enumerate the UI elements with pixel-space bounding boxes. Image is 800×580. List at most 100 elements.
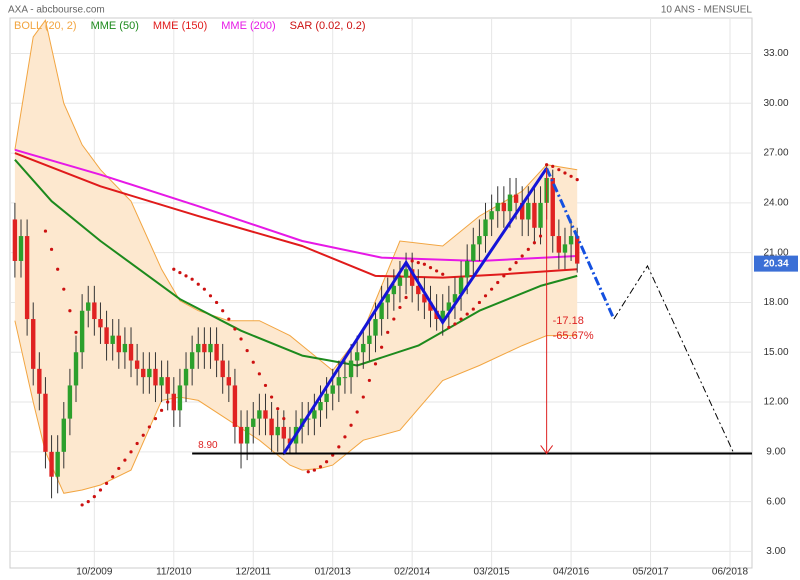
x-tick-label: 01/2013 [315, 567, 352, 578]
sar-dot [251, 360, 255, 364]
x-tick-label: 02/2014 [394, 567, 431, 578]
sar-dot [428, 265, 433, 270]
candle-body [43, 393, 48, 452]
mme-line [14, 159, 578, 367]
y-tick-label: 18.00 [763, 297, 788, 308]
sar-dot [520, 254, 524, 258]
sar-dot [80, 503, 84, 507]
sar-dot [380, 345, 384, 349]
bollinger-upper [14, 19, 578, 372]
candle-body [428, 302, 433, 311]
candle-body [452, 294, 458, 303]
sar-dot [263, 383, 268, 388]
sar-dot [551, 164, 555, 168]
candle-body [79, 310, 85, 353]
candle-body [312, 410, 317, 419]
candle-body [244, 426, 250, 444]
sar-dot [502, 274, 506, 278]
y-tick-label: 33.00 [763, 48, 788, 59]
candle-body [532, 202, 537, 228]
candle-body [104, 327, 109, 344]
candle-body [214, 343, 219, 361]
candle-body [446, 302, 452, 311]
candle-body [489, 211, 494, 220]
sar-dot [453, 322, 457, 326]
candle-body [464, 260, 470, 278]
sar-dot [343, 435, 347, 439]
candle-body [397, 277, 403, 286]
legend-label: MME (200) [221, 20, 275, 32]
sar-dot [111, 475, 115, 479]
sar-dot [257, 372, 261, 376]
last-price-tag [754, 255, 798, 272]
sar-dot [196, 282, 200, 286]
candle-body [92, 302, 97, 320]
candle-body [348, 360, 354, 378]
candle-body [196, 343, 201, 353]
projection-line [545, 167, 616, 320]
last-price-label: 20.34 [763, 258, 788, 269]
plot-area [10, 18, 752, 568]
candle-body [238, 426, 244, 444]
candle-body [98, 319, 103, 328]
candle-body [24, 236, 30, 320]
support-label: 8.90 [198, 440, 218, 451]
candle-body [141, 368, 146, 378]
candle-body [287, 438, 293, 444]
pattern-line [282, 167, 548, 455]
candle-body [177, 385, 183, 411]
drop-label: -17.18 [553, 315, 584, 327]
sar-dot [361, 395, 365, 399]
candle-body [379, 302, 384, 320]
candle-body [342, 377, 348, 379]
candle-body [116, 335, 121, 353]
sar-dot [172, 267, 176, 271]
candle-body [507, 194, 513, 212]
candle-body [37, 368, 42, 394]
candle-body [61, 418, 66, 452]
sar-dot [496, 280, 500, 285]
drop-label: -65.67% [553, 330, 594, 342]
candle-body [18, 236, 24, 261]
candle-body [354, 352, 360, 361]
sar-dot [117, 466, 121, 471]
candle-body [483, 219, 488, 237]
candle-body [324, 393, 329, 403]
candle-body [336, 377, 342, 386]
candle-body [134, 360, 140, 369]
candle-body [471, 244, 476, 261]
sar-dot [178, 270, 182, 275]
y-tick-label: 6.00 [766, 496, 786, 507]
sar-dot [245, 348, 249, 353]
sar-dot [471, 307, 475, 311]
sar-dot [373, 362, 378, 366]
sar-dot [202, 287, 206, 291]
candle-body [110, 335, 115, 344]
candle-body [574, 236, 580, 264]
candle-body [550, 177, 555, 237]
sar-dot [129, 450, 133, 454]
x-tick-label: 12/2011 [236, 567, 272, 578]
sar-dot [312, 468, 316, 472]
sar-dot [483, 294, 488, 298]
sar-dot [318, 465, 323, 469]
candle-body [147, 368, 152, 378]
legend-label: SAR (0.02, 0.2) [290, 20, 366, 32]
sar-dot [43, 229, 48, 233]
sar-dot [557, 168, 561, 172]
y-tick-label: 24.00 [763, 198, 788, 209]
candle-body [385, 294, 390, 303]
sar-dot [306, 470, 310, 474]
candle-body [373, 319, 378, 336]
bollinger-lower [14, 320, 578, 494]
sar-dot [459, 317, 463, 321]
sar-dot [416, 261, 420, 265]
sar-dot [526, 247, 530, 251]
chart-title: AXA - abcbourse.com [8, 5, 105, 16]
sar-dot [276, 407, 280, 411]
sar-dot [74, 330, 78, 334]
x-tick-label: 06/2018 [712, 567, 749, 578]
candle-body [165, 377, 170, 394]
sar-dot [141, 433, 145, 437]
